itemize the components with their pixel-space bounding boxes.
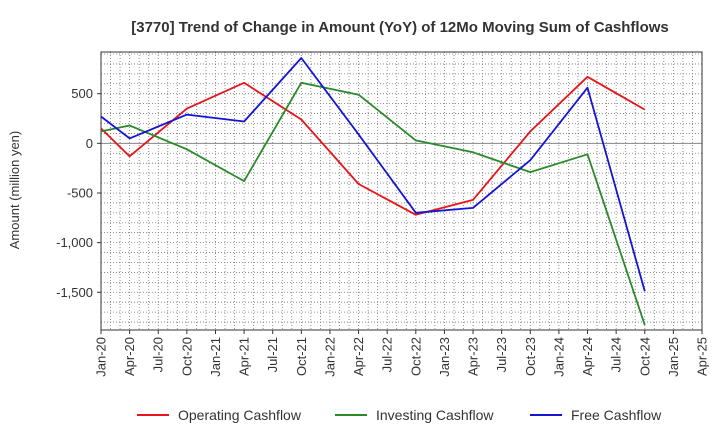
x-tick-labels: Jan-20 Apr-20 Jul-20 Oct-20 Jan-21 Apr-21 Jul-… (94, 330, 710, 377)
x-tick-label: Jan-22 (322, 337, 337, 377)
grid-lines (101, 52, 702, 330)
x-tick-label: Apr-20 (122, 337, 137, 376)
x-tick-label: Jul-22 (380, 337, 395, 372)
x-tick-label: Apr-23 (466, 337, 481, 376)
x-tick-label: Apr-22 (351, 337, 366, 376)
plot-frame (100, 51, 703, 331)
x-tick-label: Jul-20 (151, 337, 166, 372)
x-tick-label: Jan-25 (666, 337, 681, 377)
x-tick-label: Jan-21 (208, 337, 223, 377)
x-tick-label: Oct-23 (523, 337, 538, 376)
operating-cashflow-legend-label: Operating Cashflow (178, 407, 302, 423)
x-tick-label: Jul-24 (609, 337, 624, 372)
investing-cashflow-legend-label: Investing Cashflow (376, 407, 494, 423)
y-tick-labels: 500 0 -500 -1,000 -1,500 (56, 86, 101, 300)
y-tick-label: -1,500 (56, 285, 93, 300)
y-tick-label: -500 (67, 185, 93, 200)
x-tick-label: Jan-23 (437, 337, 452, 377)
x-tick-label: Apr-21 (237, 337, 252, 376)
x-tick-label: Apr-24 (580, 337, 595, 376)
series-lines (100, 57, 646, 326)
x-tick-label: Jan-24 (551, 337, 566, 377)
y-tick-label: 500 (71, 86, 93, 101)
y-axis-label: Amount (million yen) (7, 131, 22, 250)
x-tick-label: Apr-25 (695, 337, 710, 376)
x-tick-label: Oct-24 (637, 337, 652, 376)
axes (100, 51, 703, 331)
free-cashflow-line (100, 57, 646, 292)
x-tick-label: Oct-21 (294, 337, 309, 376)
y-tick-label: 0 (86, 136, 93, 151)
free-cashflow-legend-label: Free Cashflow (571, 407, 662, 423)
x-tick-label: Oct-22 (408, 337, 423, 376)
x-tick-label: Jan-20 (94, 337, 109, 377)
chart-title: [3770] Trend of Change in Amount (YoY) o… (131, 19, 669, 36)
x-tick-label: Jul-23 (494, 337, 509, 372)
investing-cashflow-line (100, 81, 646, 326)
y-tick-label: -1,000 (56, 235, 93, 250)
operating-cashflow-line (100, 75, 646, 216)
x-tick-label: Oct-20 (179, 337, 194, 376)
legend: Operating Cashflow Investing Cashflow Free… (137, 407, 662, 423)
x-tick-label: Jul-21 (265, 337, 280, 372)
